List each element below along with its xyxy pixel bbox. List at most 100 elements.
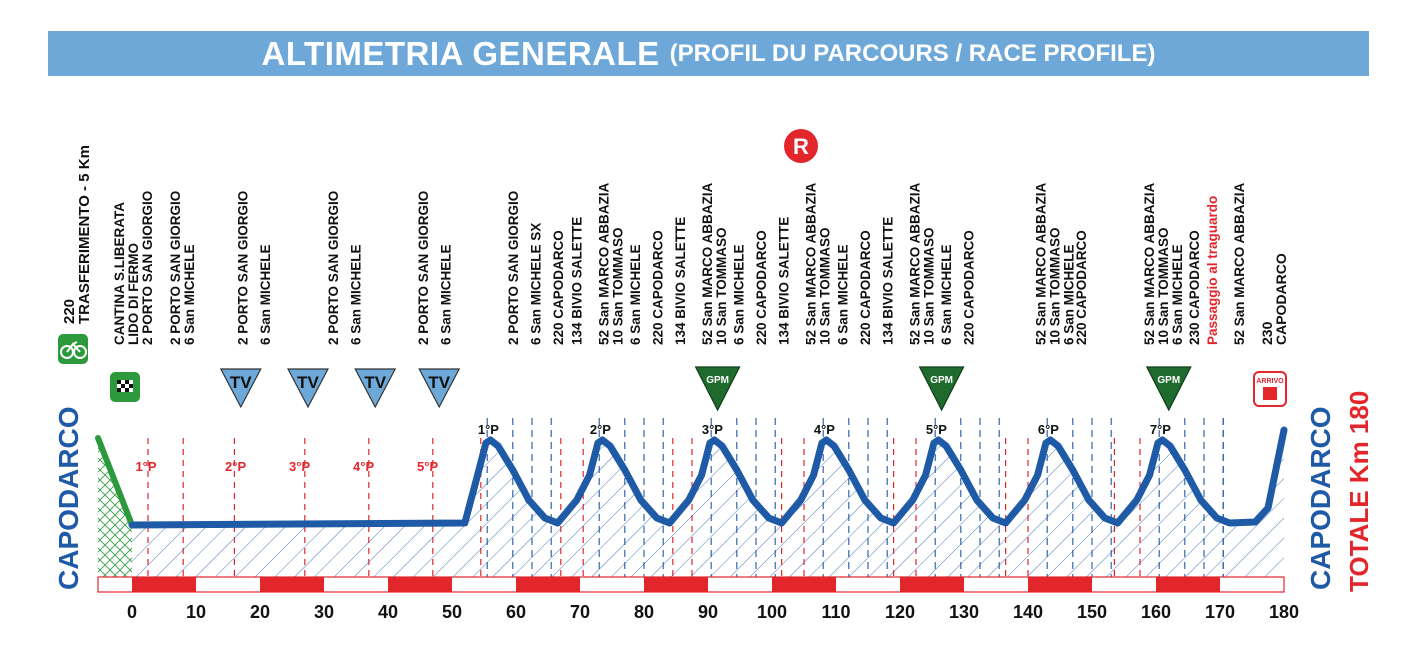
waypoint-label: 52 San MARCO ABBAZIA <box>1142 182 1157 345</box>
finish-name: CAPODARCO <box>1273 253 1289 345</box>
waypoint-label: 6 San MICHELE <box>182 244 197 345</box>
km-tick-label: 180 <box>1269 602 1299 622</box>
bicycle-icon <box>58 334 88 364</box>
waypoint-label: 2 PORTO SAN GIORGIO <box>326 191 341 345</box>
distance-bar-segment <box>516 577 580 592</box>
km-tick-label: 150 <box>1077 602 1107 622</box>
flat-pass-label: 2°P <box>225 459 246 474</box>
waypoint-label: 10 San TOMMASO <box>714 227 729 345</box>
tv-marker-label: TV <box>428 373 450 392</box>
km-tick-label: 80 <box>634 602 654 622</box>
transfer-label: TRASFERIMENTO - 5 Km <box>76 145 93 324</box>
flat-pass-label: 4°P <box>353 459 374 474</box>
tv-marker-label: TV <box>230 373 252 392</box>
km-tick-label: 10 <box>186 602 206 622</box>
waypoint-label: 52 San MARCO ABBAZIA <box>1232 182 1247 345</box>
waypoint-label: 52 San MARCO ABBAZIA <box>700 182 715 345</box>
waypoint-label: 6 San MICHELE <box>1062 244 1077 345</box>
flat-pass-label: 3°P <box>289 459 310 474</box>
waypoint-label: 230 CAPODARCO <box>1187 230 1202 345</box>
start-label-2: LIDO DI FERMO <box>126 243 141 345</box>
km-tick-label: 140 <box>1013 602 1043 622</box>
distance-bar-segment <box>900 577 964 592</box>
refreshment-r-badge: R <box>784 129 818 163</box>
title-banner: ALTIMETRIA GENERALE (PROFIL DU PARCOURS … <box>48 31 1369 76</box>
km-tick-label: 90 <box>698 602 718 622</box>
gpm-climb-icon <box>694 366 741 412</box>
waypoint-label: 6 San MICHELE <box>1170 244 1185 345</box>
km-tick-label: 110 <box>821 602 850 622</box>
km-tick-label: 50 <box>442 602 462 622</box>
banner-title: ALTIMETRIA GENERALE <box>261 34 660 72</box>
km-tick-label: 60 <box>506 602 526 622</box>
km-tick-label: 130 <box>949 602 979 622</box>
waypoint-label: 2 PORTO SAN GIORGIO <box>506 191 521 345</box>
waypoint-label: 2 PORTO SAN GIORGIO <box>236 191 251 345</box>
transfer-line <box>95 435 135 528</box>
total-distance-label: TOTALE Km 180 <box>1344 391 1374 592</box>
waypoint-label: 6 San MICHELE <box>258 244 273 345</box>
transfer-area <box>98 438 132 577</box>
waypoint-label: 134 BIVIO SALETTE <box>569 217 584 345</box>
profile-line <box>128 426 1288 529</box>
gpm-climb-label: GPM <box>706 375 729 386</box>
waypoint-label: 10 San TOMMASO <box>610 227 625 345</box>
waypoint-label: 134 BIVIO SALETTE <box>777 217 792 345</box>
waypoint-label: 52 San MARCO ABBAZIA <box>907 182 922 345</box>
waypoint-label: 220 CAPODARCO <box>650 230 665 345</box>
start-label-3: 2 PORTO SAN GIORGIO <box>140 191 155 345</box>
waypoint-label: 52 San MARCO ABBAZIA <box>596 182 611 345</box>
gpm-climb-label: GPM <box>1157 375 1180 386</box>
waypoint-label: 6 San MICHELE <box>439 244 454 345</box>
flat-pass-label: 5°P <box>417 459 438 474</box>
waypoint-label: 2 PORTO SAN GIORGIO <box>416 191 431 345</box>
climb-pass-label: 5°P <box>926 422 947 437</box>
tv-marker-icon <box>287 368 329 409</box>
waypoint-label: 220 CAPODARCO <box>551 230 566 345</box>
waypoint-label: 10 San TOMMASO <box>921 227 936 345</box>
waypoint-label: 10 San TOMMASO <box>1156 227 1171 345</box>
km-tick-label: 40 <box>378 602 398 622</box>
gpm-climb-icon <box>1145 366 1192 412</box>
finish-town-label: CAPODARCO <box>1305 406 1336 590</box>
tv-marker-label: TV <box>297 373 319 392</box>
waypoint-label: 134 BIVIO SALETTE <box>880 217 895 345</box>
climb-pass-label: 3°P <box>702 422 723 437</box>
finish-altitude: 230 <box>1259 321 1275 345</box>
waypoint-label: 10 San TOMMASO <box>818 227 833 345</box>
gpm-climb-label: GPM <box>930 375 953 386</box>
distance-bar-segment <box>260 577 324 592</box>
climb-pass-label: 6°P <box>1038 422 1059 437</box>
waypoint-label: 6 San MICHELE <box>732 244 747 345</box>
flat-pass-label: 1°P <box>135 459 156 474</box>
tv-marker-icon <box>418 368 461 409</box>
svg-text:ARRIVO: ARRIVO <box>1256 378 1284 385</box>
km-tick-label: 100 <box>757 602 787 622</box>
svg-text:R: R <box>793 134 809 159</box>
waypoint-label: 6 San MICHELE <box>939 244 954 345</box>
tv-marker-label: TV <box>364 373 386 392</box>
profile-area <box>132 430 1284 577</box>
tv-marker-icon <box>219 368 262 409</box>
distance-bar-segment <box>132 577 196 592</box>
climb-pass-label: 1°P <box>478 422 499 437</box>
waypoint-label: 52 San MARCO ABBAZIA <box>1034 182 1049 345</box>
distance-bar-segment <box>772 577 836 592</box>
waypoint-label: 6 San MICHELE <box>348 244 363 345</box>
waypoint-label: Passaggio al traguardo <box>1205 196 1220 345</box>
banner-subtitle: (PROFIL DU PARCOURS / RACE PROFILE) <box>669 39 1156 67</box>
km-tick-label: 170 <box>1205 602 1235 622</box>
gpm-climb-icon <box>918 366 965 412</box>
start-label-1: CANTINA S.LIBERATA <box>112 202 127 345</box>
km-tick-label: 0 <box>127 602 137 622</box>
km-tick-label: 160 <box>1141 602 1171 622</box>
waypoint-label: 220 CAPODARCO <box>1074 230 1089 345</box>
waypoint-label: 6 San MICHELE SX <box>529 223 544 345</box>
distance-bar-segment <box>1156 577 1220 592</box>
distance-bar-segment <box>1028 577 1092 592</box>
start-flag-icon <box>110 372 140 402</box>
waypoint-label: 134 BIVIO SALETTE <box>673 217 688 345</box>
climb-pass-label: 2°P <box>590 422 611 437</box>
km-tick-label: 30 <box>314 602 334 622</box>
